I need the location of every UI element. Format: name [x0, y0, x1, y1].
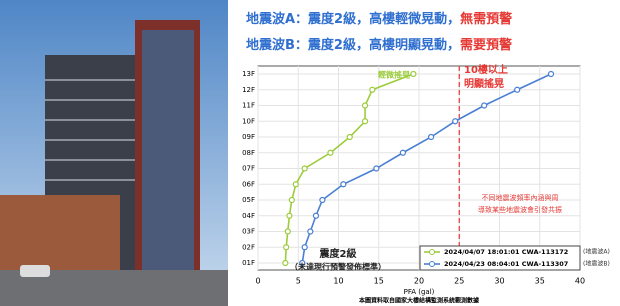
headline: 地震波B：震度2級，高樓明顯晃動，需要預警 — [246, 37, 512, 53]
x-tick-label: 25 — [454, 277, 464, 286]
point — [411, 72, 416, 77]
x-tick-label: 20 — [414, 277, 424, 286]
y-tick-label: 01F — [242, 259, 255, 267]
x-tick-label: 15 — [374, 277, 384, 286]
point — [374, 166, 379, 171]
annotation-note: 不同地震波頻率內涵與周 — [482, 193, 559, 202]
point — [320, 198, 325, 203]
headline: 地震波A：震度2級，高樓輕微晃動，無需預警 — [246, 11, 512, 27]
point — [283, 261, 288, 266]
legend-note: (地震波B) — [583, 260, 610, 268]
x-axis-label: PFA (gal) — [404, 288, 435, 296]
x-tick-label: 40 — [575, 277, 585, 286]
y-tick-label: 09F — [242, 133, 255, 141]
point — [515, 87, 520, 92]
figure: 地震波A：震度2級，高樓輕微晃動，無需預警地震波B：震度2級，高樓明顯晃動，需要… — [0, 0, 620, 306]
legend-label: 2024/04/23 08:04:01 CWA-113307 — [444, 260, 568, 268]
x-tick-label: 10 — [333, 277, 343, 286]
annotation-red: 明顯搖晃 — [464, 77, 504, 90]
headline-text: 地震波A：震度2級，高樓輕微晃動， — [246, 11, 460, 27]
source: 本圖資料取自國家大樓結構監測系統觀測數據 — [359, 297, 480, 305]
y-tick-label: 11F — [242, 102, 255, 110]
photo — [0, 0, 228, 306]
headline-alert: 無需預警 — [460, 11, 512, 27]
annotation-green: 輕微搖晃 — [378, 70, 410, 80]
headline-alert: 需要預警 — [460, 37, 512, 53]
y-tick-label: 05F — [242, 196, 255, 204]
point — [287, 213, 292, 218]
x-tick-label: 5 — [296, 277, 301, 286]
point — [429, 135, 434, 140]
legend-marker — [430, 262, 435, 267]
y-tick-label: 08F — [242, 149, 255, 157]
x-tick-label: 35 — [535, 277, 545, 286]
y-tick-label: 10F — [242, 117, 255, 125]
annotation-level: （未達現行預警發佈標準） — [290, 262, 386, 272]
y-tick-label: 12F — [242, 86, 255, 94]
x-tick-label: 30 — [494, 277, 504, 286]
point — [302, 245, 307, 250]
legend-label: 2024/04/07 18:01:01 CWA-113172 — [444, 248, 568, 256]
y-tick-label: 13F — [242, 70, 255, 78]
point — [285, 229, 290, 234]
point — [453, 119, 458, 124]
point — [400, 150, 405, 155]
point — [302, 166, 307, 171]
y-tick-label: 03F — [242, 228, 255, 236]
point — [363, 103, 368, 108]
point — [284, 245, 289, 250]
point — [347, 135, 352, 140]
y-tick-label: 06F — [242, 180, 255, 188]
headline-text: 地震波B：震度2級，高樓明顯晃動， — [246, 37, 460, 53]
point — [482, 103, 487, 108]
point — [289, 198, 294, 203]
y-tick-label: 04F — [242, 212, 255, 220]
legend-note: (地震波A) — [583, 248, 610, 256]
point — [341, 182, 346, 187]
point — [370, 87, 375, 92]
legend-marker — [430, 250, 435, 255]
annotation-red: 10樓以上 — [464, 63, 508, 76]
point — [313, 213, 318, 218]
point — [549, 72, 554, 77]
y-tick-label: 02F — [242, 243, 255, 251]
annotation-level: 震度2級 — [320, 247, 357, 260]
point — [328, 150, 333, 155]
point — [308, 229, 313, 234]
y-tick-label: 07F — [242, 165, 255, 173]
x-tick-label: 0 — [255, 277, 260, 286]
point — [363, 119, 368, 124]
annotation-note: 導致某些地震波會引發共振 — [478, 205, 562, 214]
point — [293, 182, 298, 187]
